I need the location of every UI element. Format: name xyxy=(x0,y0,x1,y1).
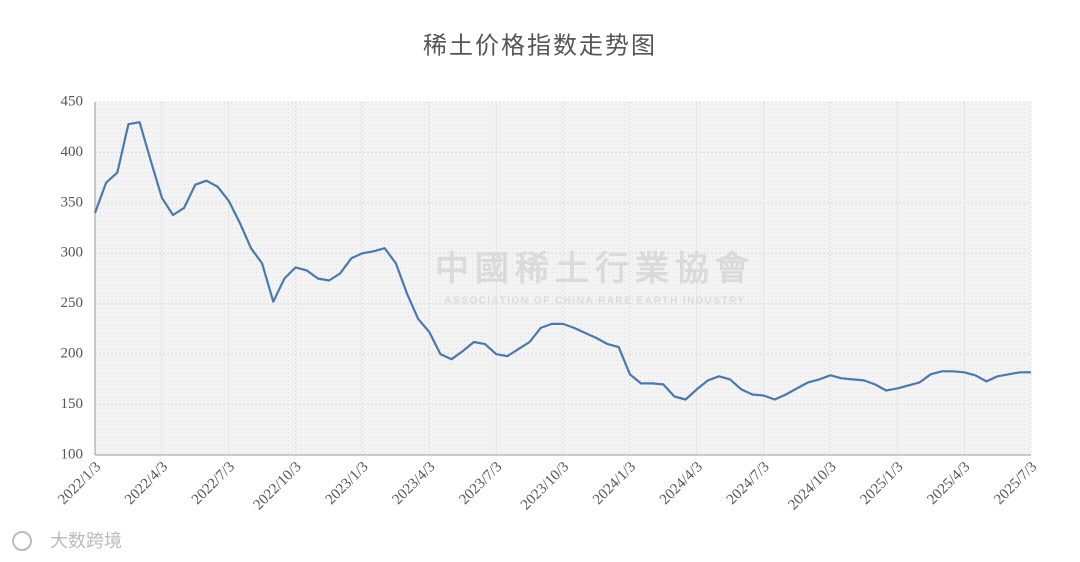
x-tick-label: 2022/1/3 xyxy=(55,459,104,508)
x-tick-label: 2024/1/3 xyxy=(590,459,639,508)
x-tick-label: 2025/1/3 xyxy=(858,459,907,508)
x-tick-label: 2025/7/3 xyxy=(991,459,1040,508)
x-tick-label: 2023/1/3 xyxy=(323,459,372,508)
watermark-cn: 中國稀土行業協會 xyxy=(435,250,755,288)
y-tick-label: 150 xyxy=(61,396,84,412)
badge-icon xyxy=(12,531,32,551)
x-tick-label: 2023/7/3 xyxy=(456,459,505,508)
y-tick-label: 350 xyxy=(61,194,84,210)
y-tick-label: 300 xyxy=(61,245,84,261)
x-tick-label: 2023/4/3 xyxy=(390,459,439,508)
watermark-en: ASSOCIATION OF CHINA RARE EARTH INDUSTRY xyxy=(444,296,745,307)
x-tick-label: 2025/4/3 xyxy=(924,459,973,508)
badge-text: 大数跨境 xyxy=(50,531,122,552)
x-tick-label: 2022/4/3 xyxy=(122,459,171,508)
x-tick-label: 2022/10/3 xyxy=(250,459,304,513)
x-tick-label: 2023/10/3 xyxy=(518,459,572,513)
x-tick-label: 2024/10/3 xyxy=(785,459,839,513)
y-tick-label: 250 xyxy=(61,295,84,311)
source-badge: 大数跨境 xyxy=(12,531,122,552)
x-tick-label: 2024/4/3 xyxy=(657,459,706,508)
chart-title: 稀土价格指数走势图 xyxy=(423,33,657,60)
x-tick-label: 2024/7/3 xyxy=(724,459,773,508)
y-tick-label: 200 xyxy=(61,346,84,362)
price-index-line xyxy=(93,121,1031,401)
x-tick-label: 2022/7/3 xyxy=(189,459,238,508)
y-tick-label: 450 xyxy=(61,93,84,109)
y-tick-label: 400 xyxy=(61,144,84,160)
y-tick-label: 100 xyxy=(61,446,84,462)
